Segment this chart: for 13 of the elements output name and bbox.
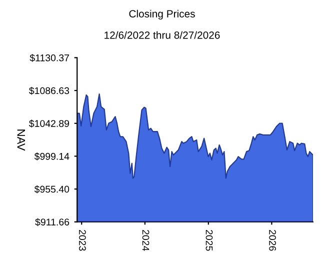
x-tick-label: 2026	[269, 230, 276, 251]
y-tick-label: $955.40	[34, 185, 70, 194]
chart-subtitle: 12/6/2022 thru 8/27/2026	[104, 31, 220, 39]
y-tick-label: $1130.37	[30, 54, 69, 62]
x-tick-label: 2025	[206, 230, 213, 251]
x-tick-label: 2024	[142, 230, 150, 251]
y-tick-label: $1042.89	[29, 120, 70, 128]
chart-title: Closing Prices	[129, 10, 195, 20]
y-tick-label: $1086.63	[29, 86, 70, 95]
y-tick-label: $911.66	[35, 218, 70, 226]
y-tick-label: $999.14	[34, 152, 70, 160]
y-axis-title: NAV	[17, 130, 25, 151]
x-tick-label: 2023	[79, 230, 86, 251]
